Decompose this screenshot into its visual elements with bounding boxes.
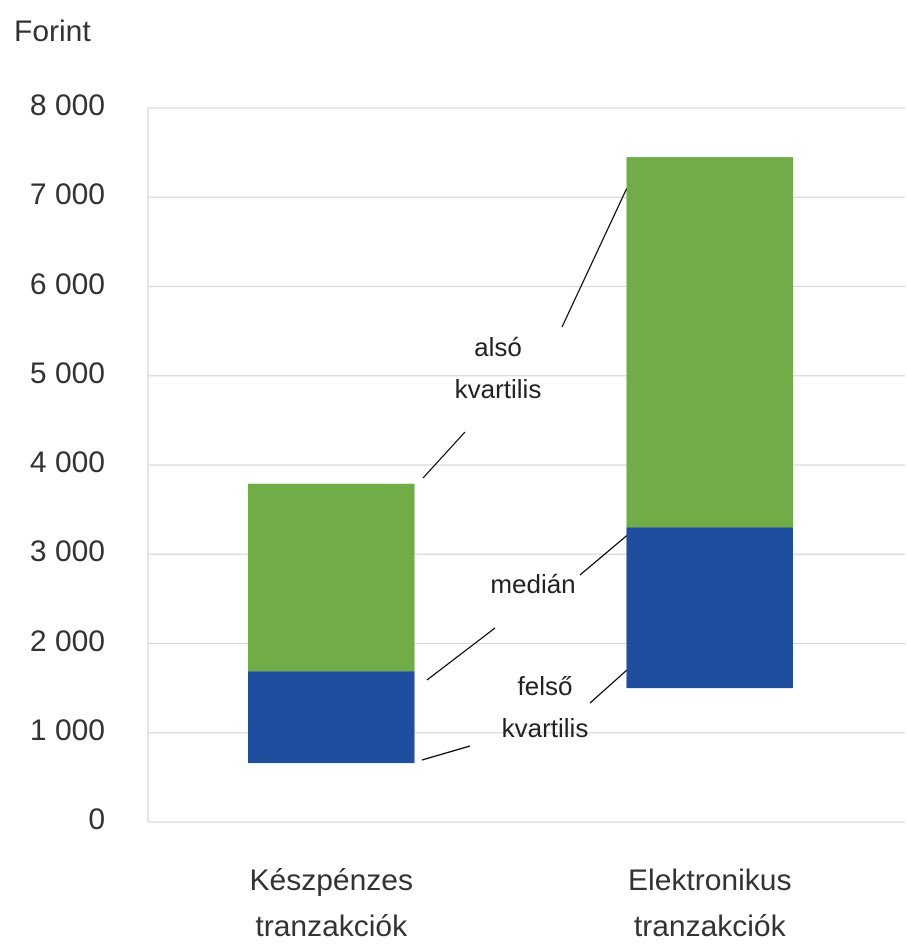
bar-segment xyxy=(247,671,415,764)
leader-line xyxy=(426,627,496,681)
y-tick-label: 5 000 xyxy=(29,356,105,390)
y-tick-label: 7 000 xyxy=(29,178,105,212)
y-tick-label: 0 xyxy=(88,803,105,836)
y-tick-label: 3 000 xyxy=(29,535,105,569)
annotation: alsó kvartilis xyxy=(454,332,542,404)
bar-segment xyxy=(247,483,415,672)
bar-segment xyxy=(626,157,794,528)
y-tick-label: 4 000 xyxy=(29,446,105,479)
annotation: felső kvartilis xyxy=(501,671,589,743)
annotation: medián xyxy=(490,569,576,599)
x-tick-label: Készpénzes tranzakciók xyxy=(249,864,413,943)
y-tick-label: 2 000 xyxy=(29,624,105,658)
x-tick-label: Elektronikus tranzakciók xyxy=(628,864,792,943)
bar-segment xyxy=(626,527,794,689)
leader-line xyxy=(421,745,471,761)
y-tick-label: 1 000 xyxy=(29,713,105,747)
y-tick-label: 6 000 xyxy=(29,267,105,301)
y-axis-label: Forint xyxy=(14,15,91,48)
y-tick-label: 8 000 xyxy=(29,89,105,122)
leader-line xyxy=(422,431,466,479)
